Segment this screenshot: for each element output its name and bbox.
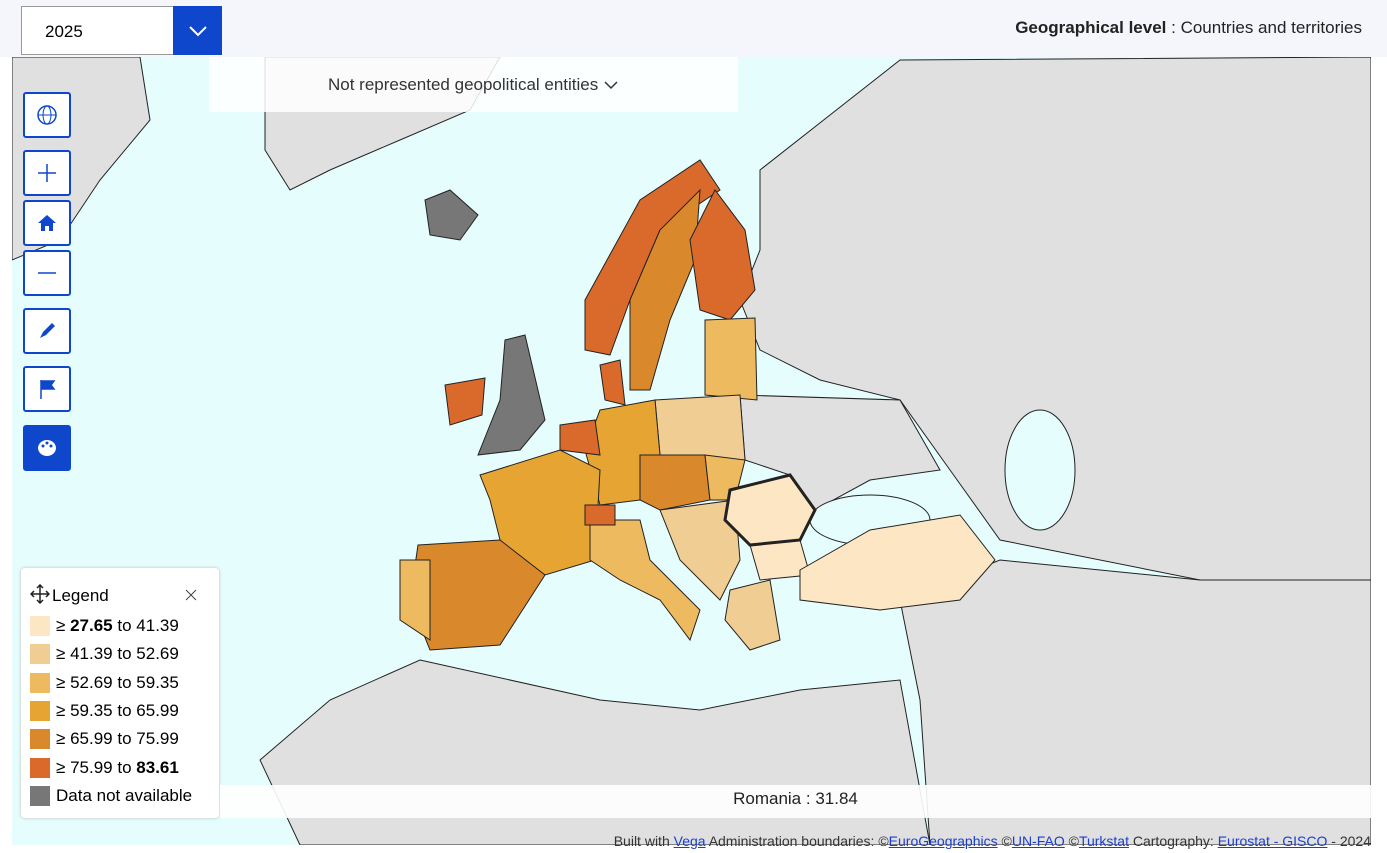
legend-from: 52.69 bbox=[70, 672, 113, 692]
legend-title: Legend bbox=[52, 586, 109, 605]
legend-from: 75.99 bbox=[70, 757, 113, 777]
tooltip-value: 31.84 bbox=[815, 789, 858, 808]
turkstat-link[interactable]: Turkstat bbox=[1078, 833, 1129, 849]
legend-word: to bbox=[117, 644, 132, 664]
legend-symbol: ≥ bbox=[56, 757, 66, 777]
legend-item: ≥ 41.39 to 52.69 bbox=[30, 644, 179, 665]
legend-swatch bbox=[30, 785, 50, 806]
legend-from: 27.65 bbox=[70, 616, 113, 635]
eg-link[interactable]: EuroGeographics bbox=[888, 833, 998, 849]
legend-swatch bbox=[30, 700, 50, 721]
zoom-out-button[interactable] bbox=[23, 250, 71, 296]
legend-symbol: ≥ bbox=[56, 672, 66, 692]
legend-word: to bbox=[117, 757, 132, 777]
legend-word: to bbox=[117, 672, 132, 692]
palette-button[interactable] bbox=[23, 425, 71, 471]
legend-text: ≥ 59.35 to 65.99 bbox=[56, 701, 179, 721]
legend-word: to bbox=[117, 700, 132, 720]
legend-word: to bbox=[117, 616, 132, 635]
legend-text: ≥ 27.65 to 41.39 bbox=[56, 616, 179, 636]
legend-swatch bbox=[30, 672, 50, 693]
legend-from: 41.39 bbox=[70, 644, 113, 664]
legend-item: ≥ 52.69 to 59.35 bbox=[30, 672, 179, 693]
tooltip-sep: : bbox=[805, 789, 811, 808]
dropdown-arrow[interactable] bbox=[173, 6, 222, 55]
tooltip: Romania : 31.84 bbox=[220, 785, 1371, 818]
legend-text: ≥ 52.69 to 59.35 bbox=[56, 673, 179, 693]
tooltip-name: Romania bbox=[733, 789, 802, 808]
legend-item: ≥ 75.99 to 83.61 bbox=[30, 757, 179, 778]
legend-word: to bbox=[117, 729, 132, 749]
legend-to: 83.61 bbox=[136, 757, 179, 777]
legend-to: 59.35 bbox=[136, 672, 179, 692]
legend-item: Data not available bbox=[30, 785, 193, 806]
footer-text: - 2024 bbox=[1331, 833, 1371, 849]
globe-button[interactable] bbox=[23, 92, 71, 138]
legend-from: 65.99 bbox=[70, 729, 113, 749]
legend-item: ≥ 27.65 to 41.39 bbox=[30, 616, 179, 636]
legend-item: ≥ 59.35 to 65.99 bbox=[30, 700, 179, 721]
footer-text: Administration boundaries: © bbox=[708, 833, 889, 849]
legend-text: ≥ 41.39 to 52.69 bbox=[56, 644, 179, 664]
legend-symbol: ≥ bbox=[56, 616, 66, 635]
legend-to: 41.39 bbox=[136, 616, 179, 635]
legend-to: 75.99 bbox=[136, 729, 179, 749]
home-button[interactable] bbox=[23, 200, 71, 246]
legend-symbol: ≥ bbox=[56, 700, 66, 720]
draw-button[interactable] bbox=[23, 308, 71, 354]
legend-swatch bbox=[30, 757, 50, 778]
year-select[interactable]: 2025 bbox=[21, 6, 222, 55]
top-bar: 2025 Geographical level : Countries and … bbox=[0, 0, 1387, 57]
year: 2025 bbox=[45, 22, 83, 41]
fao-link[interactable]: UN-FAO bbox=[1011, 833, 1065, 849]
legend: Legend ≥ 27.65 to 41.39 ≥ 41.39 to 52.69 ≥… bbox=[21, 568, 219, 818]
legend-from: 59.35 bbox=[70, 700, 113, 720]
footer-text: © bbox=[1001, 833, 1012, 849]
zoom-in-button[interactable] bbox=[23, 150, 71, 196]
legend-swatch bbox=[30, 616, 50, 636]
legend-text: ≥ 65.99 to 75.99 bbox=[56, 729, 179, 749]
legend-swatch bbox=[30, 729, 50, 750]
legend-na: Data not available bbox=[56, 785, 193, 805]
geo-label: Geographical level bbox=[1015, 18, 1167, 37]
legend-symbol: ≥ bbox=[56, 729, 66, 749]
legend-symbol: ≥ bbox=[56, 644, 66, 664]
legend-item: ≥ 65.99 to 75.99 bbox=[30, 729, 179, 750]
vega-link[interactable]: Vega bbox=[673, 833, 706, 849]
footer-text: © bbox=[1068, 833, 1079, 849]
geo-value: : Countries and territories bbox=[1171, 18, 1362, 37]
gisco-link[interactable]: Eurostat - GISCO bbox=[1217, 833, 1328, 849]
footer-text: Built with bbox=[613, 833, 670, 849]
legend-close[interactable] bbox=[185, 589, 197, 601]
legend-text: ≥ 75.99 to 83.61 bbox=[56, 758, 179, 778]
not-represented-label: Not represented geopolitical entities bbox=[327, 75, 599, 94]
legend-swatch bbox=[30, 644, 50, 665]
footer-text: Cartography: bbox=[1132, 833, 1214, 849]
flag-button[interactable] bbox=[23, 366, 71, 412]
footer: Built with Vega Administration boundarie… bbox=[614, 833, 1371, 849]
geo-level: Geographical level : Countries and terri… bbox=[1015, 18, 1362, 38]
legend-to: 52.69 bbox=[136, 644, 179, 664]
legend-to: 65.99 bbox=[136, 700, 179, 720]
not-represented-toggle[interactable]: Not represented geopolitical entities bbox=[209, 57, 738, 112]
